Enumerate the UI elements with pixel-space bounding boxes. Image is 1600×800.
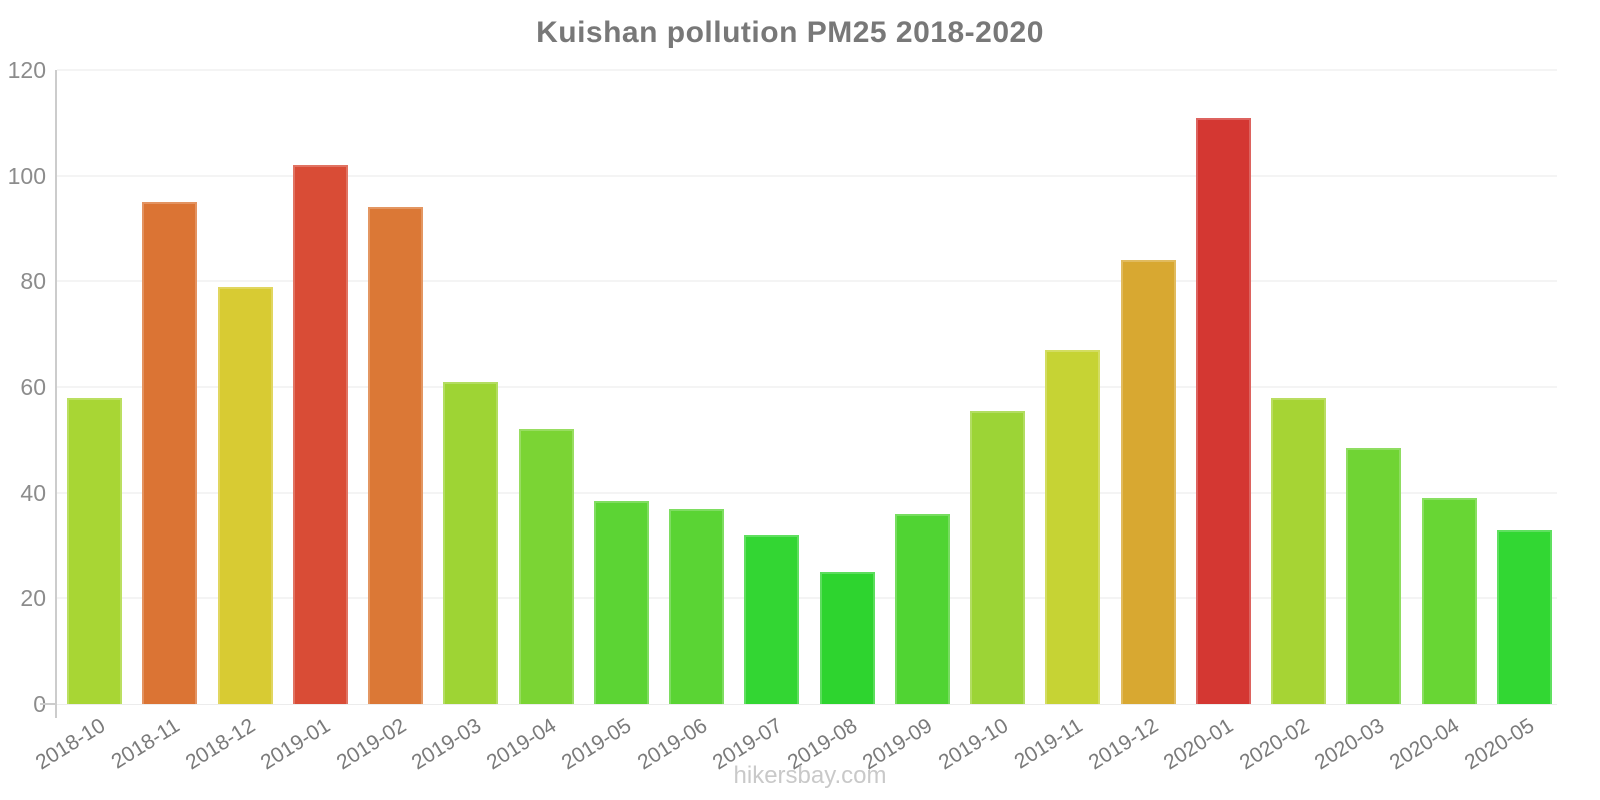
bar-2019-07[interactable] bbox=[744, 534, 800, 704]
y-tick-label-20: 20 bbox=[20, 585, 46, 612]
bar-slot-2019-07 bbox=[734, 70, 809, 704]
gridline-120 bbox=[57, 69, 1557, 71]
bar-2019-11[interactable] bbox=[1045, 350, 1101, 704]
bar-slot-2020-04 bbox=[1412, 70, 1487, 704]
gridline-60 bbox=[57, 386, 1557, 388]
x-axis-baseline bbox=[57, 704, 1557, 705]
bar-slot-2019-01 bbox=[283, 70, 358, 704]
bar-slot-2019-11 bbox=[1035, 70, 1110, 704]
bar-slot-2019-05 bbox=[584, 70, 659, 704]
y-tick-label-60: 60 bbox=[20, 374, 46, 400]
bar-slot-2019-06 bbox=[659, 70, 734, 704]
chart-title: Kuishan pollution PM25 2018-2020 bbox=[536, 16, 1044, 49]
bar-2019-02[interactable] bbox=[368, 207, 424, 704]
bar-slot-2020-05 bbox=[1487, 70, 1562, 704]
bar-series-pm25 bbox=[57, 70, 1562, 704]
watermark: hikersbay.com bbox=[733, 762, 887, 789]
y-tick-label-80: 80 bbox=[20, 268, 46, 295]
bar-2018-10[interactable] bbox=[67, 397, 123, 704]
bar-slot-2019-10 bbox=[960, 70, 1035, 704]
gridline-100 bbox=[57, 174, 1557, 177]
bar-2019-08[interactable] bbox=[819, 571, 875, 704]
gridline-40 bbox=[57, 491, 1557, 494]
bar-2019-10[interactable] bbox=[970, 410, 1026, 704]
bar-2020-03[interactable] bbox=[1346, 447, 1402, 704]
bar-2019-06[interactable] bbox=[669, 508, 725, 704]
bar-2020-04[interactable] bbox=[1421, 497, 1477, 704]
y-tick-label-120: 120 bbox=[7, 57, 46, 83]
bar-slot-2019-02 bbox=[358, 70, 433, 704]
bar-slot-2019-03 bbox=[433, 70, 508, 704]
gridline-80 bbox=[57, 280, 1557, 283]
bar-slot-2019-04 bbox=[509, 70, 584, 704]
y-tick-label-40: 40 bbox=[20, 479, 46, 506]
y-tick-label-100: 100 bbox=[7, 162, 46, 189]
y-axis-line bbox=[55, 70, 57, 718]
bar-slot-2020-02 bbox=[1261, 70, 1336, 704]
bar-slot-2019-08 bbox=[810, 70, 885, 704]
bar-slot-2019-12 bbox=[1111, 70, 1186, 704]
bar-2019-05[interactable] bbox=[593, 500, 649, 704]
bar-2020-01[interactable] bbox=[1195, 117, 1251, 704]
y-tick-label-0: 0 bbox=[0, 693, 46, 716]
bar-slot-2020-01 bbox=[1186, 70, 1261, 704]
bar-slot-2018-12 bbox=[208, 70, 283, 704]
bar-slot-2018-11 bbox=[132, 70, 207, 704]
y-axis-zero-tick bbox=[40, 703, 56, 705]
bar-slot-2018-10 bbox=[57, 70, 132, 704]
bar-2019-09[interactable] bbox=[894, 513, 950, 704]
bar-2018-12[interactable] bbox=[217, 286, 273, 704]
bar-slot-2020-03 bbox=[1336, 70, 1411, 704]
bar-2020-05[interactable] bbox=[1496, 529, 1552, 704]
bar-2018-11[interactable] bbox=[142, 202, 198, 704]
bar-2020-02[interactable] bbox=[1271, 397, 1327, 704]
bar-2019-04[interactable] bbox=[518, 429, 574, 704]
gridline-20 bbox=[57, 597, 1557, 600]
bar-2019-01[interactable] bbox=[292, 165, 348, 704]
bar-2019-03[interactable] bbox=[443, 381, 499, 704]
bar-2019-12[interactable] bbox=[1120, 260, 1176, 704]
bar-slot-2019-09 bbox=[885, 70, 960, 704]
